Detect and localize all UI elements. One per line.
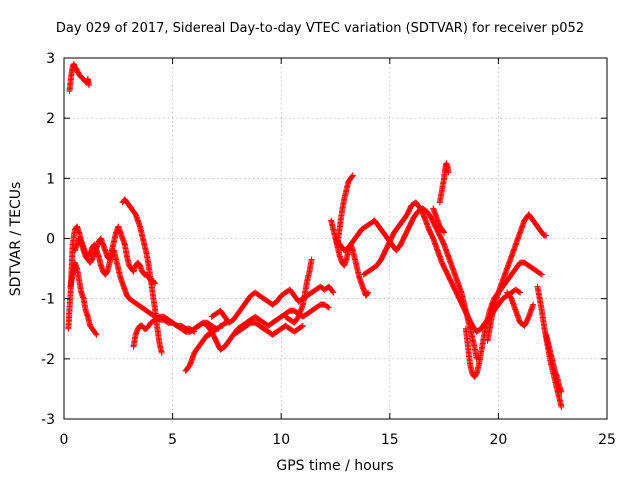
data-point-marker (299, 322, 306, 329)
data-point-marker (85, 82, 92, 89)
y-tick-label: -2 (41, 352, 55, 368)
data-point-marker (364, 290, 371, 297)
data-point-marker (538, 271, 545, 278)
series-s19 (484, 259, 545, 344)
data-point-marker (93, 331, 100, 338)
data-point-marker (537, 270, 544, 277)
series-s16 (430, 205, 448, 236)
x-tick-label: 5 (168, 432, 177, 448)
data-point-marker (441, 229, 448, 236)
series-s10 (230, 319, 306, 338)
data-point-marker (324, 303, 331, 310)
data-point-marker (151, 279, 158, 286)
x-axis-label: GPS time / hours (276, 458, 393, 474)
series-s11 (282, 256, 315, 326)
series-s22 (543, 331, 565, 395)
x-tick-label: 20 (489, 432, 507, 448)
data-point-marker (349, 173, 356, 180)
series-s7 (182, 319, 230, 374)
data-point-marker (530, 301, 537, 308)
data-markers (65, 61, 565, 410)
data-point-marker (298, 323, 305, 330)
data-point-marker (330, 289, 337, 296)
y-tick-label: 3 (46, 51, 55, 67)
data-point-marker (158, 349, 165, 356)
data-point-marker (329, 288, 336, 295)
y-tick-label: -1 (41, 292, 55, 308)
data-point-marker (558, 403, 565, 410)
x-tick-label: 25 (598, 432, 616, 448)
data-point-marker (349, 172, 356, 179)
x-tick-label: 10 (272, 432, 290, 448)
x-tick-label: 15 (381, 432, 399, 448)
data-point-marker (543, 232, 550, 239)
data-point-marker (365, 289, 372, 296)
y-axis-label: SDTVAR / TECUs (8, 182, 24, 297)
series-s15 (360, 199, 524, 335)
data-point-marker (308, 256, 315, 263)
series-s18 (462, 211, 550, 380)
axis-tick-labels: 0 5 10 15 20 25 -3 -2 -1 0 1 2 3 (41, 51, 616, 448)
data-point-marker (445, 169, 452, 176)
series-s14 (332, 205, 480, 362)
y-tick-label: 2 (46, 111, 55, 127)
series-s17 (436, 160, 452, 206)
chart-title: Day 029 of 2017, Sidereal Day-to-day VTE… (56, 21, 584, 36)
axis-ticks (63, 57, 608, 420)
y-tick-label: -3 (41, 412, 55, 428)
x-tick-label: 0 (60, 432, 69, 448)
data-point-marker (92, 330, 99, 337)
series-s13 (334, 172, 356, 248)
data-point-marker (516, 288, 523, 295)
series-s9 (208, 283, 337, 326)
series-s5 (119, 196, 165, 356)
data-point-marker (440, 228, 447, 235)
series-s1 (66, 61, 92, 95)
series-s20 (504, 289, 537, 329)
series-s3 (67, 259, 100, 338)
data-point-marker (517, 289, 524, 296)
data-point-marker (558, 388, 565, 395)
data-point-marker (325, 304, 332, 311)
y-tick-label: 0 (46, 232, 55, 248)
y-tick-label: 1 (46, 171, 55, 187)
